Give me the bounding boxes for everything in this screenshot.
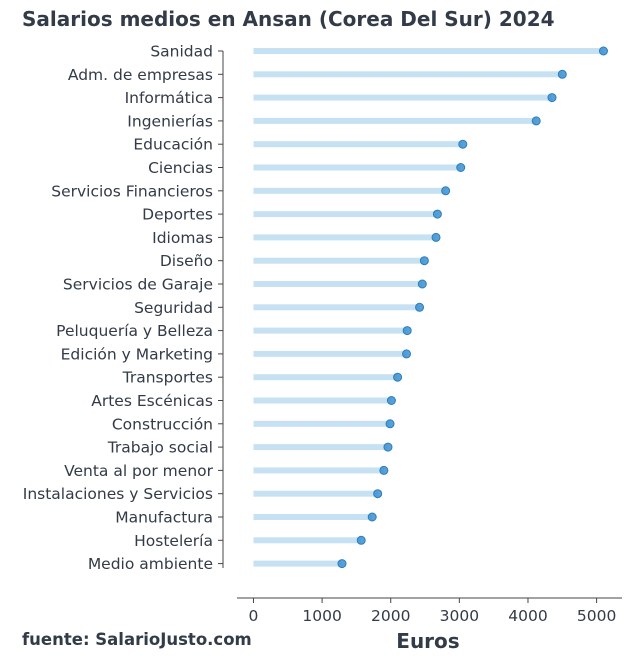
category-label-sanidad: Sanidad <box>150 43 213 61</box>
stem-medio-ambiente <box>253 560 342 567</box>
x-axis-title: Euros <box>396 629 459 653</box>
dot-construccion <box>385 419 395 429</box>
category-label-diseno: Diseño <box>160 252 213 270</box>
dot-diseno <box>419 256 429 266</box>
category-label-idiomas: Idiomas <box>152 229 213 247</box>
stem-servicios-de-garaje <box>253 281 423 287</box>
stem-manufactura <box>253 514 373 520</box>
x-tick-label-4000: 4000 <box>508 607 547 625</box>
category-label-peluqueria-y-belleza: Peluquería y Belleza <box>56 322 213 340</box>
category-label-manufactura: Manufactura <box>115 509 213 527</box>
dot-servicios-financieros <box>441 186 451 196</box>
category-label-transportes: Transportes <box>122 369 213 387</box>
dot-servicios-de-garaje <box>417 279 427 289</box>
dot-peluqueria-y-belleza <box>402 326 412 336</box>
stem-sanidad <box>253 48 604 54</box>
category-label-servicios-de-garaje: Servicios de Garaje <box>63 276 213 294</box>
stem-seguridad <box>253 304 420 311</box>
dot-adm-de-empresas <box>557 69 567 79</box>
dot-group <box>337 46 608 569</box>
stem-peluqueria-y-belleza <box>253 327 408 334</box>
category-label-artes-escenicas: Artes Escénicas <box>91 392 213 410</box>
stem-artes-escenicas <box>253 397 392 404</box>
category-label-educacion: Educación <box>133 136 213 154</box>
x-tick-label-3000: 3000 <box>440 607 479 625</box>
x-tick-label-0: 0 <box>249 607 259 625</box>
stem-transportes <box>253 374 398 381</box>
x-ticks: 0 1000 2000 3000 4000 5000 <box>249 598 616 625</box>
category-label-deportes: Deportes <box>142 206 213 224</box>
dot-sanidad <box>598 46 608 56</box>
stem-informatica <box>253 94 552 101</box>
dot-venta-al-por-menor <box>379 465 389 475</box>
x-tick-label-5000: 5000 <box>577 607 616 625</box>
stem-instalaciones-y-servicios <box>253 490 378 497</box>
dot-hosteleria <box>356 535 366 545</box>
stem-trabajo-social <box>253 444 388 451</box>
dot-seguridad <box>415 302 425 312</box>
category-label-seguridad: Seguridad <box>134 299 213 317</box>
stem-group <box>253 48 604 567</box>
stem-edicion-y-marketing <box>253 350 407 357</box>
stem-venta-al-por-menor <box>253 467 384 474</box>
category-labels: Sanidad Adm. de empresas Informática Ingeni… <box>23 43 214 574</box>
stem-deportes <box>253 211 438 218</box>
stem-diseno <box>253 257 425 264</box>
dot-educacion <box>458 139 468 149</box>
source-label: fuente: SalarioJusto.com <box>22 630 252 649</box>
dot-manufactura <box>367 512 377 522</box>
x-tick-label-1000: 1000 <box>302 607 341 625</box>
chart-title: Salarios medios en Ansan (Corea Del Sur)… <box>22 7 555 31</box>
dot-edicion-y-marketing <box>402 349 412 359</box>
category-label-informatica: Informática <box>125 89 213 107</box>
dot-trabajo-social <box>383 442 393 452</box>
dot-artes-escenicas <box>386 396 396 405</box>
dot-ciencias <box>456 163 466 172</box>
stem-construccion <box>253 420 391 427</box>
y-tick-marks <box>218 50 223 565</box>
category-label-servicios-financieros: Servicios Financieros <box>51 182 213 200</box>
category-label-medio-ambiente: Medio ambiente <box>88 555 213 573</box>
dot-instalaciones-y-servicios <box>373 489 383 499</box>
category-label-trabajo-social: Trabajo social <box>107 439 213 457</box>
category-label-ingenierias: Ingenierías <box>127 112 213 130</box>
stem-adm-de-empresas <box>253 71 563 78</box>
dot-ingenierias <box>531 116 541 126</box>
dot-idiomas <box>431 232 441 242</box>
stem-servicios-financieros <box>253 187 446 194</box>
category-label-hosteleria: Hostelería <box>134 532 213 550</box>
x-tick-label-2000: 2000 <box>371 607 410 625</box>
stem-ciencias <box>253 164 461 171</box>
category-label-adm-de-empresas: Adm. de empresas <box>68 66 213 84</box>
category-label-construccion: Construcción <box>112 415 213 433</box>
dot-transportes <box>393 372 403 382</box>
dot-medio-ambiente <box>337 559 347 569</box>
dot-informatica <box>547 93 557 103</box>
category-label-instalaciones-y-servicios: Instalaciones y Servicios <box>23 485 213 503</box>
stem-idiomas <box>253 234 437 241</box>
stem-ingenierias <box>253 117 537 124</box>
category-label-venta-al-por-menor: Venta al por menor <box>64 462 214 480</box>
stem-educacion <box>253 141 463 148</box>
stem-hosteleria <box>253 537 362 544</box>
category-label-ciencias: Ciencias <box>148 159 213 177</box>
dot-deportes <box>432 209 442 219</box>
category-label-edicion-y-marketing: Edición y Marketing <box>61 345 213 363</box>
